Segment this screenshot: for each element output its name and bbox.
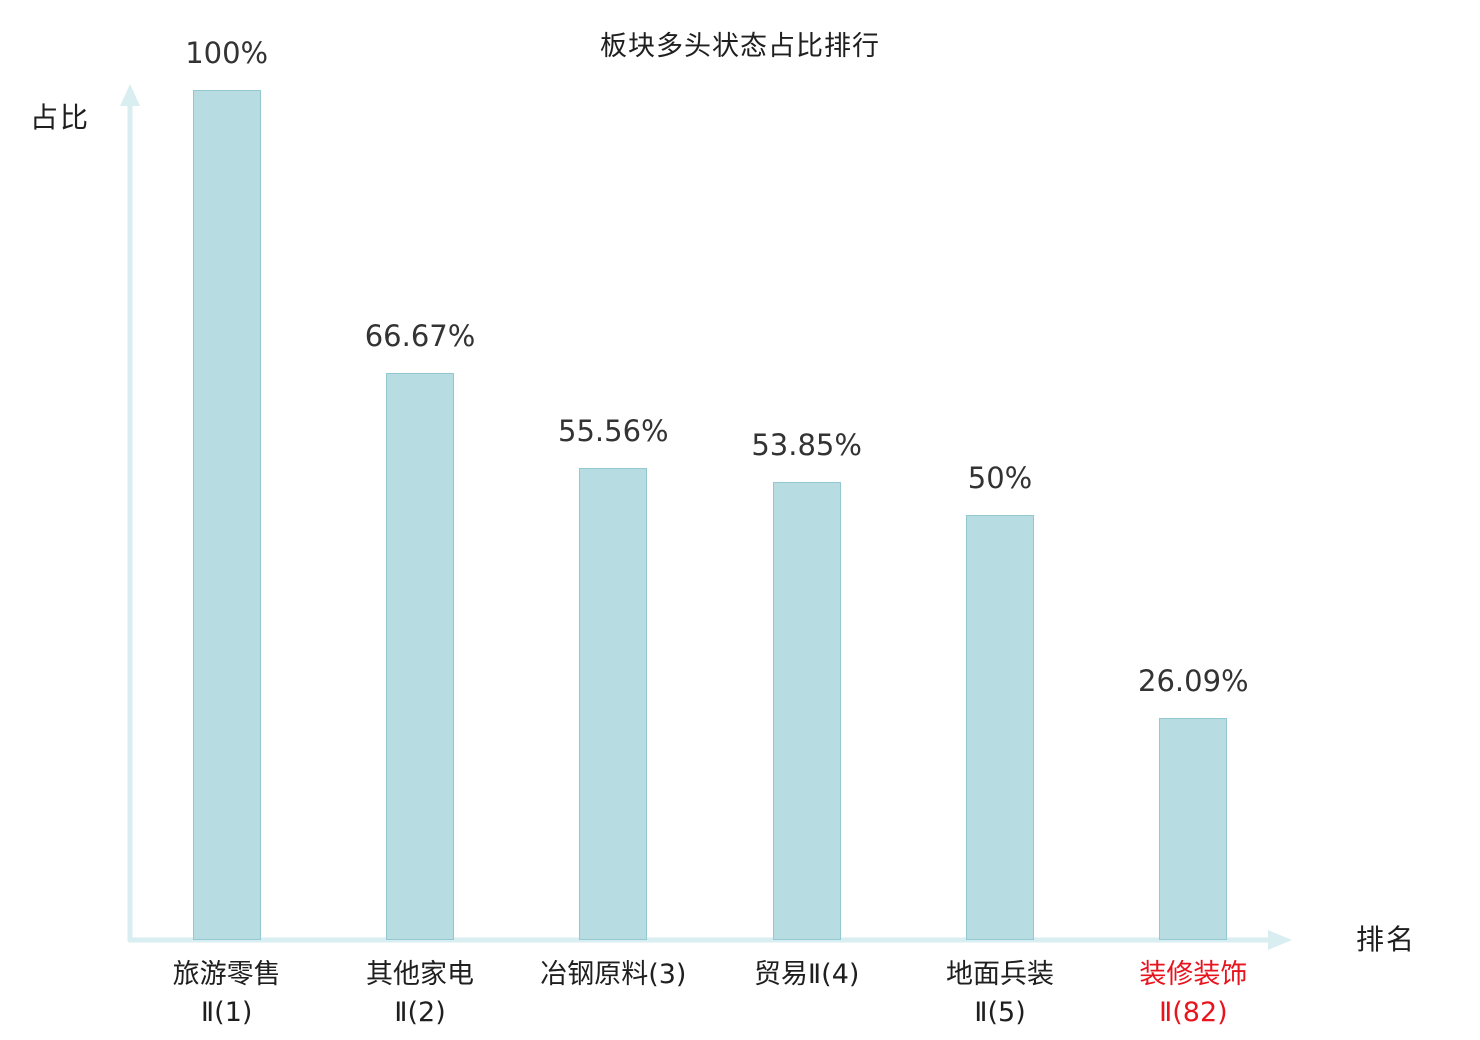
bar-0 [192, 90, 261, 940]
bar-category-line: Ⅱ(5) [974, 997, 1026, 1028]
bar-value-label-1: 66.67% [364, 319, 476, 354]
bar-value-label-5: 26.09% [1138, 664, 1249, 699]
bar-4 [966, 515, 1034, 940]
y-axis-arrow-icon [120, 84, 140, 106]
bar-value-label-3: 53.85% [751, 428, 862, 463]
bar-value-label-0: 100% [185, 36, 269, 70]
bar-category-line: 其他家电 [366, 959, 474, 990]
bar-category-line: Ⅱ(82) [1158, 997, 1228, 1028]
bar-category-line: 贸易Ⅱ(4) [753, 959, 860, 990]
bar-value-label-2: 55.56% [558, 413, 669, 448]
bar-category-label-4: 地面兵装 Ⅱ(5) [885, 956, 1115, 1032]
bar-category-label-0: 旅游零售 Ⅱ(1) [112, 956, 342, 1032]
bar-category-line: 旅游零售 [172, 959, 281, 990]
bar-category-label-3: 贸易Ⅱ(4) [692, 956, 922, 994]
bar-category-label-5: 装修装饰 Ⅱ(82) [1078, 956, 1308, 1032]
bar-category-line: 地面兵装 [946, 959, 1054, 990]
bar-category-line: 装修装饰 [1139, 959, 1248, 990]
chart-title: 板块多头状态占比排行 [600, 31, 880, 62]
bar-category-line: Ⅱ(2) [394, 997, 446, 1028]
bar-category-line: Ⅱ(1) [200, 997, 253, 1028]
bar-value-label-4: 50% [967, 461, 1033, 495]
bar-category-label-2: 冶钢原料(3) [498, 956, 728, 994]
x-axis-arrow-icon [1268, 930, 1292, 950]
bar-category-line: 冶钢原料(3) [540, 959, 687, 990]
bar-3 [772, 482, 841, 940]
bar-5 [1159, 718, 1228, 940]
x-axis-label: 排名 [1356, 923, 1417, 956]
y-axis-label: 占比 [30, 101, 91, 134]
bar-2 [579, 467, 648, 940]
bar-category-label-1: 其他家电 Ⅱ(2) [305, 956, 535, 1032]
bar-1 [386, 373, 454, 940]
